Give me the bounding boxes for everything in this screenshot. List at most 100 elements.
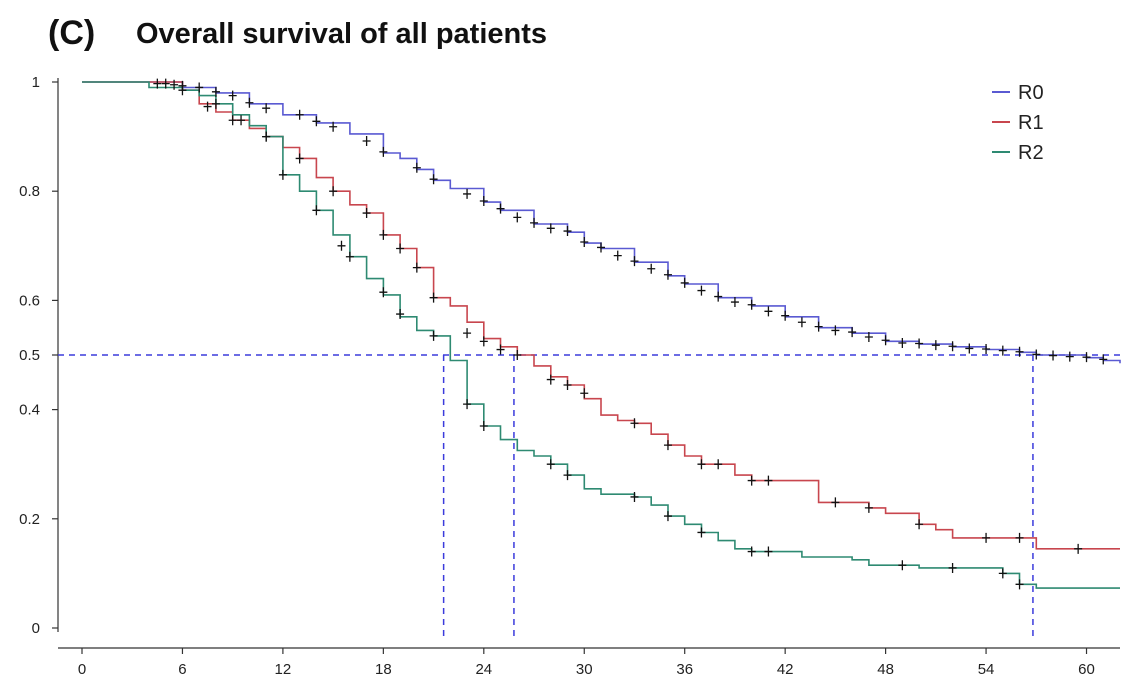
censor-mark-r1-4 <box>329 186 338 197</box>
censor-mark-r0-31 <box>714 291 723 302</box>
censor-mark-r1-18 <box>663 440 672 451</box>
censor-mark-r0-52 <box>1065 351 1074 362</box>
censor-mark-r0-25 <box>613 250 622 261</box>
censor-mark-r0-47 <box>982 343 991 354</box>
chart-title: Overall survival of all patients <box>136 18 547 50</box>
censor-mark-r0-42 <box>898 337 907 348</box>
censor-mark-r1-8 <box>412 262 421 273</box>
censor-mark-r2-13 <box>546 459 555 470</box>
censor-mark-r0-41 <box>881 335 890 346</box>
censor-marks <box>153 78 1108 590</box>
censor-mark-r2-17 <box>697 527 706 538</box>
y-tick-label-5: 0.8 <box>19 183 40 200</box>
censor-mark-r0-37 <box>814 321 823 332</box>
censor-mark-r0-20 <box>530 217 539 228</box>
censor-mark-r0-36 <box>797 317 806 328</box>
censor-mark-r0-17 <box>479 196 488 207</box>
censor-mark-r2-8 <box>379 287 388 298</box>
censor-mark-r0-13 <box>379 146 388 157</box>
censor-mark-r0-40 <box>864 331 873 342</box>
censor-mark-r2-5 <box>312 205 321 216</box>
censor-mark-r1-13 <box>513 350 522 360</box>
censor-mark-r0-12 <box>362 135 371 146</box>
censor-mark-r1-24 <box>864 502 873 513</box>
censor-mark-r0-30 <box>697 285 706 296</box>
legend-label-r2: R2 <box>1018 142 1044 164</box>
censor-mark-r0-4 <box>195 82 204 93</box>
censor-mark-r0-51 <box>1049 350 1058 361</box>
censor-mark-r0-1 <box>161 78 170 89</box>
censor-mark-r0-24 <box>597 242 605 253</box>
censor-mark-r2-14 <box>563 470 572 481</box>
censor-mark-r0-32 <box>730 297 739 308</box>
censor-mark-r1-16 <box>580 388 589 399</box>
censor-mark-r0-48 <box>998 345 1007 356</box>
censor-mark-r0-49 <box>1015 346 1024 357</box>
censor-mark-r1-12 <box>496 344 505 355</box>
curve-r0 <box>82 81 1121 364</box>
censor-mark-r1-22 <box>764 475 773 486</box>
censor-mark-r1-5 <box>362 208 371 219</box>
censor-mark-r0-27 <box>647 263 656 274</box>
x-tick-label-1: 6 <box>178 661 186 678</box>
censor-mark-r0-46 <box>965 343 974 354</box>
x-tick-label-4: 24 <box>475 661 492 678</box>
censor-mark-r1-17 <box>630 418 639 429</box>
censor-mark-r2-12 <box>479 420 488 431</box>
censor-mark-r0-22 <box>563 226 572 237</box>
legend-label-r0: R0 <box>1018 82 1044 104</box>
censor-mark-r2-2 <box>237 115 246 126</box>
censor-mark-r1-9 <box>429 292 438 303</box>
censor-mark-r2-4 <box>278 169 287 180</box>
y-tick-label-2: 0.4 <box>19 402 40 419</box>
censor-mark-r0-34 <box>764 306 773 317</box>
censor-mark-r2-0 <box>178 85 187 96</box>
censor-mark-r2-23 <box>1015 579 1024 590</box>
censor-mark-r0-0 <box>153 78 162 89</box>
y-tick-label-3: 0.5 <box>19 347 40 364</box>
curve-r2 <box>82 81 1120 589</box>
x-tick-label-9: 54 <box>978 661 995 678</box>
censor-mark-r0-18 <box>496 203 505 214</box>
censor-mark-r1-15 <box>563 380 572 391</box>
censor-mark-r0-33 <box>747 299 756 310</box>
x-tick-label-10: 60 <box>1078 661 1095 678</box>
censor-mark-r0-19 <box>513 212 522 223</box>
censor-mark-r1-21 <box>747 475 756 486</box>
censor-mark-r0-6 <box>228 90 237 101</box>
censor-mark-r1-25 <box>915 519 924 530</box>
censor-mark-r0-16 <box>463 188 472 199</box>
censor-mark-r1-28 <box>1074 543 1083 554</box>
censor-mark-r1-10 <box>463 328 472 339</box>
panel-label: (C) <box>48 14 96 52</box>
censor-mark-r2-22 <box>998 568 1007 579</box>
censor-mark-r2-21 <box>948 562 957 573</box>
censor-mark-r0-50 <box>1032 349 1041 360</box>
censor-mark-r1-27 <box>1015 532 1024 543</box>
censor-mark-r1-6 <box>379 229 388 240</box>
y-tick-label-1: 0.2 <box>19 511 40 528</box>
censor-mark-r1-20 <box>714 459 723 470</box>
censor-mark-r1-1 <box>228 115 237 126</box>
censor-mark-r0-10 <box>312 116 321 127</box>
censor-mark-r2-19 <box>764 546 773 557</box>
y-tick-label-4: 0.6 <box>19 292 40 309</box>
censor-mark-r2-1 <box>211 98 220 109</box>
censor-mark-r0-23 <box>580 236 589 247</box>
censor-mark-r1-26 <box>982 532 991 543</box>
y-tick-label-6: 1 <box>32 74 40 91</box>
censor-mark-r0-2 <box>170 79 179 90</box>
censor-mark-r2-3 <box>262 131 271 142</box>
censor-mark-r0-8 <box>262 103 271 114</box>
x-tick-label-8: 48 <box>877 661 894 678</box>
curve-r1 <box>82 81 1120 550</box>
legend: R0 R1 R2 <box>992 82 1044 164</box>
y-tick-label-0: 0 <box>32 620 40 637</box>
censor-mark-r1-3 <box>295 153 304 164</box>
x-tick-label-7: 42 <box>777 661 794 678</box>
censor-mark-r0-35 <box>781 310 790 321</box>
censor-mark-r0-54 <box>1099 354 1108 365</box>
censor-mark-r1-19 <box>697 459 706 470</box>
censor-mark-r0-11 <box>329 121 338 132</box>
